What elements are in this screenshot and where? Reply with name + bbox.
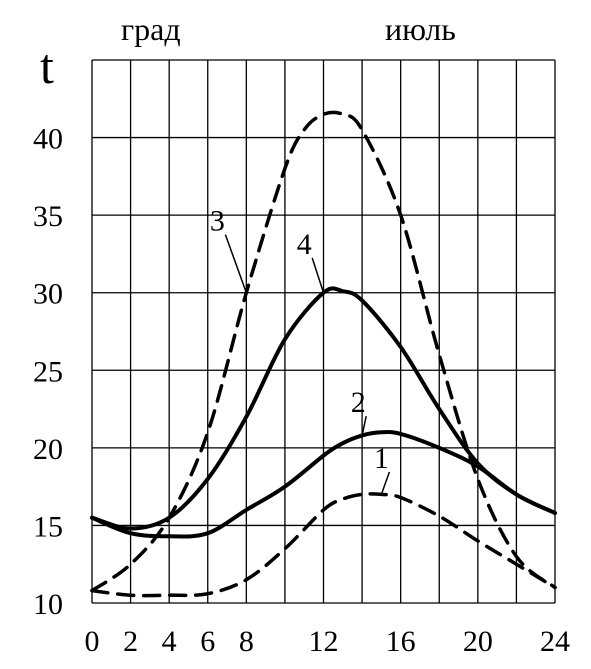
x-tick-label: 16	[386, 625, 416, 658]
series-label-1: 1	[374, 442, 389, 475]
x-tick-label: 24	[540, 625, 570, 658]
y-tick-label: 30	[33, 278, 63, 311]
series-line-3	[90, 110, 557, 593]
series-line-4	[90, 286, 557, 531]
x-tick-label: 20	[463, 625, 493, 658]
y-tick-label: 35	[33, 200, 63, 233]
series-leader-3	[224, 234, 248, 293]
y-tick-label: 25	[33, 355, 63, 388]
x-tick-label: 8	[239, 625, 254, 658]
series-label-3: 3	[210, 205, 225, 238]
x-tick-label: 2	[123, 625, 138, 658]
x-tick-label: 6	[200, 625, 215, 658]
series-line-2	[90, 430, 557, 539]
x-tick-label: 12	[309, 625, 339, 658]
month-label: июль	[385, 11, 456, 47]
x-tick-label: 0	[85, 625, 100, 658]
series-line-1	[90, 492, 557, 598]
unit-label: град	[121, 11, 181, 47]
series-label-2: 2	[351, 386, 366, 419]
series-leader-1	[380, 471, 391, 495]
y-tick-label: 40	[33, 123, 63, 156]
y-tick-label: 10	[33, 588, 63, 621]
series-lines	[90, 110, 557, 598]
y-axis-title: t	[40, 38, 54, 94]
series-label-4: 4	[297, 228, 312, 261]
y-tick-label: 20	[33, 433, 63, 466]
series-leader-2	[361, 416, 367, 436]
series-leader-4	[311, 257, 325, 293]
x-tick-label: 4	[162, 625, 177, 658]
labels: t град июль 0 2 4 6 8 12 16 20 24101520253035401…	[33, 11, 570, 658]
y-tick-label: 15	[33, 510, 63, 543]
